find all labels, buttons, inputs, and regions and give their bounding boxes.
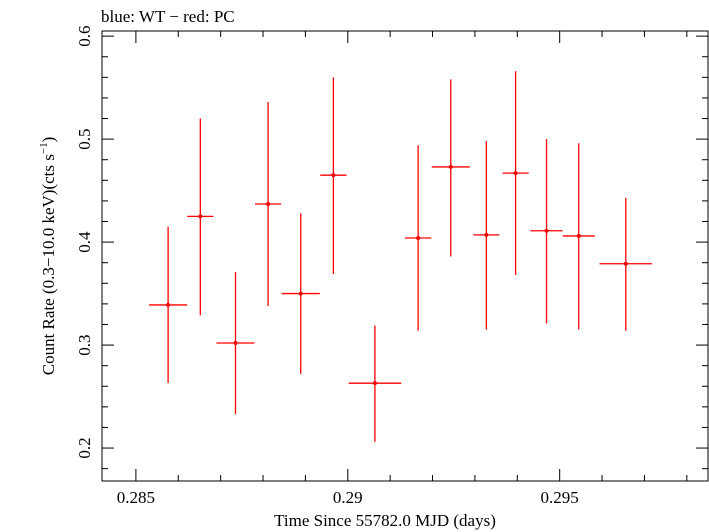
y-tick-label: 0.3	[75, 334, 94, 355]
data-point	[320, 77, 347, 275]
data-point	[405, 145, 432, 331]
data-point	[187, 118, 214, 316]
data-point	[530, 139, 563, 324]
point-marker	[513, 171, 518, 176]
x-tick-label: 0.295	[541, 488, 579, 507]
point-marker	[372, 381, 377, 386]
point-marker	[233, 341, 238, 346]
plot-frame	[101, 30, 709, 482]
point-marker	[298, 291, 303, 296]
data-point	[348, 325, 402, 442]
data-points	[149, 71, 653, 442]
y-axis-label-close: )	[39, 137, 58, 143]
x-tick-labels: 0.285 0.29 0.295	[117, 488, 579, 507]
y-tick-label: 0.5	[75, 128, 94, 149]
point-marker	[166, 302, 171, 307]
data-point	[216, 271, 255, 415]
data-point	[431, 79, 470, 257]
y-axis-label-main: Count Rate (0.3−10.0 keV)(cts s	[39, 154, 58, 375]
y-tick-label: 0.2	[75, 437, 94, 458]
point-marker	[623, 261, 628, 266]
chart-title: blue: WT − red: PC	[101, 7, 235, 26]
x-tick-label: 0.29	[333, 488, 363, 507]
point-marker	[198, 214, 203, 219]
x-axis-label: Time Since 55782.0 MJD (days)	[274, 511, 496, 530]
point-marker	[416, 235, 421, 240]
data-point	[281, 213, 320, 374]
point-marker	[576, 233, 581, 238]
y-axis-label-exponent: −1	[38, 142, 50, 154]
data-point	[254, 102, 282, 306]
y-axis-label: Count Rate (0.3−10.0 keV)(cts s−1)	[38, 137, 58, 376]
data-point	[599, 197, 653, 331]
y-tick-labels: 0.2 0.3 0.4 0.5 0.6	[75, 26, 94, 459]
point-marker	[266, 201, 271, 206]
data-point	[149, 226, 188, 384]
y-tick-label: 0.4	[75, 231, 94, 253]
y-tick-label: 0.6	[75, 26, 94, 47]
x-tick-label: 0.285	[117, 488, 155, 507]
point-marker	[484, 232, 489, 237]
point-marker	[544, 228, 549, 233]
data-point	[473, 141, 500, 330]
point-marker	[331, 173, 336, 178]
data-point	[562, 143, 595, 330]
axis-ticks	[102, 31, 708, 481]
data-point	[502, 71, 529, 276]
point-marker	[448, 164, 453, 169]
